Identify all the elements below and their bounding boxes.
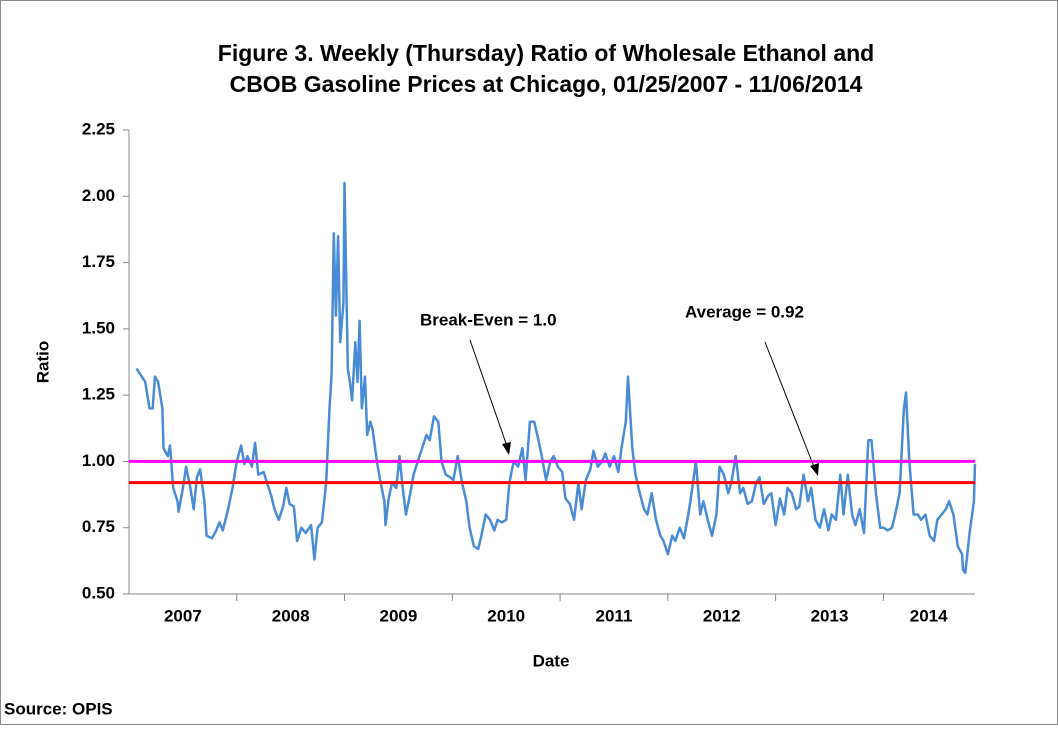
source-note: Source: OPIS [4, 699, 113, 718]
y-axis-label: Ratio [33, 341, 52, 384]
x-tick-label: 2012 [703, 606, 741, 625]
x-tick-label: 2010 [487, 606, 525, 625]
x-tick-label: 2009 [380, 606, 418, 625]
x-tick-label: 2007 [164, 606, 202, 625]
arrowhead [810, 463, 819, 476]
x-tick-label: 2013 [811, 606, 849, 625]
y-tick-label: 1.25 [82, 385, 115, 404]
y-tick-label: 0.50 [82, 583, 115, 602]
y-tick-label: 2.00 [82, 186, 115, 205]
chart-title: Figure 3. Weekly (Thursday) Ratio of Who… [218, 40, 874, 66]
arrowhead [502, 442, 511, 455]
y-tick-label: 1.50 [82, 318, 115, 337]
x-tick-label: 2008 [272, 606, 310, 625]
y-tick-label: 1.00 [82, 451, 115, 470]
y-tick-label: 1.75 [82, 252, 115, 271]
x-tick-label: 2014 [910, 606, 948, 625]
annotation-arrow [764, 341, 817, 473]
data-line [135, 181, 977, 575]
annotation: Break-Even = 1.0 [420, 310, 557, 329]
annotation-arrow [469, 339, 510, 453]
chart-subtitle: CBOB Gasoline Prices at Chicago, 01/25/2… [230, 71, 863, 97]
x-tick-label: 2011 [596, 606, 633, 625]
annotation: Average = 0.92 [685, 302, 804, 321]
x-axis-label: Date [533, 651, 570, 670]
y-tick-label: 2.25 [82, 119, 115, 138]
plot-area: 0.50 0.75 1.00 1.25 1.50 1.75 2.00 2.25 2007 2008… [82, 119, 977, 625]
y-tick-label: 0.75 [82, 517, 115, 536]
